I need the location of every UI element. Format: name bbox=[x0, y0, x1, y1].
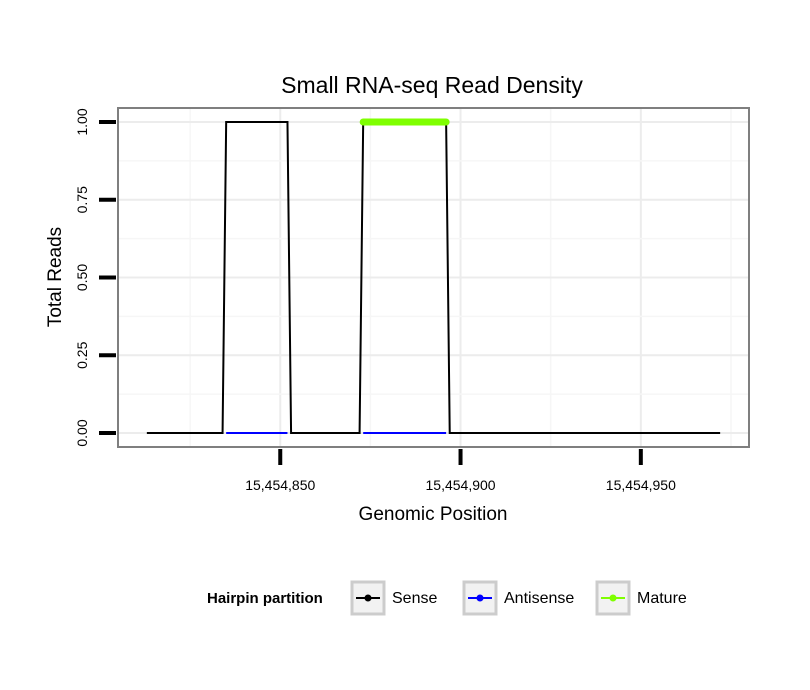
legend-key-point bbox=[364, 594, 372, 602]
x-axis: 15,454,850 15,454,900 15,454,950 bbox=[245, 449, 676, 493]
legend-item-sense: Sense bbox=[350, 580, 437, 616]
x-tick-label: 15,454,950 bbox=[606, 477, 676, 493]
chart-title: Small RNA-seq Read Density bbox=[281, 72, 583, 98]
y-tick-label: 0.75 bbox=[74, 186, 90, 213]
legend-label: Mature bbox=[637, 590, 687, 607]
legend-items: Sense Antisense Mature bbox=[350, 580, 687, 616]
y-tick-label: 0.50 bbox=[74, 264, 90, 291]
legend-label: Sense bbox=[392, 590, 437, 607]
y-axis: 0.00 0.25 0.50 0.75 1.00 bbox=[74, 108, 116, 447]
x-tick-label: 15,454,850 bbox=[245, 477, 315, 493]
panel-border bbox=[117, 107, 750, 448]
legend-title: Hairpin partition bbox=[207, 590, 323, 607]
y-tick-label: 0.00 bbox=[74, 419, 90, 446]
y-tick-label: 1.00 bbox=[74, 108, 90, 135]
legend-key-point bbox=[609, 594, 617, 602]
legend: Hairpin partition Sense Antisense Mature bbox=[207, 580, 687, 616]
legend-key-point bbox=[476, 594, 484, 602]
plot-panel bbox=[117, 107, 750, 448]
x-axis-title: Genomic Position bbox=[359, 504, 508, 525]
legend-item-mature: Mature bbox=[595, 580, 687, 616]
series-line-sense bbox=[146, 120, 721, 435]
series-lines bbox=[146, 118, 721, 435]
y-tick-label: 0.25 bbox=[74, 341, 90, 368]
legend-item-antisense: Antisense bbox=[462, 580, 574, 616]
legend-label: Antisense bbox=[504, 590, 574, 607]
x-tick-label: 15,454,900 bbox=[426, 477, 496, 493]
y-axis-title: Total Reads bbox=[45, 227, 66, 327]
